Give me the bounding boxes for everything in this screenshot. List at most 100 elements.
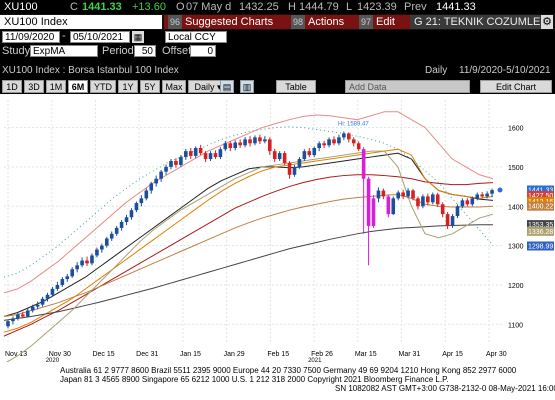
period-button-0[interactable]: 1D [2, 80, 22, 93]
x-tick-label: Apr 15 [442, 351, 463, 358]
candle-body [184, 151, 188, 158]
candle-body [272, 151, 277, 160]
candle-body [134, 203, 139, 211]
candle-body [85, 260, 89, 264]
ticker-label: XU100 [4, 1, 38, 13]
price-tag-label: 1427.50 [528, 193, 553, 200]
period-button-2[interactable]: 1M [46, 80, 66, 93]
candle-body [282, 153, 287, 163]
candle-body [30, 306, 35, 311]
settings-icon[interactable]: ⚙ [541, 15, 553, 29]
candle-body [327, 139, 331, 146]
candle-body [361, 149, 366, 179]
candle-body [243, 139, 247, 146]
edit-button[interactable]: 97 Edit [355, 15, 415, 29]
candle-body [460, 200, 465, 207]
candle-body [430, 194, 435, 203]
y-tick-label: 1400 [508, 204, 524, 211]
candle-body [228, 143, 233, 149]
line-icon[interactable]: ▥ [240, 80, 254, 93]
edit-label: Edit [376, 16, 395, 28]
candle-body [45, 294, 50, 299]
candle-body [267, 139, 272, 152]
table-button[interactable]: Table [276, 80, 316, 93]
add-data-input[interactable]: Add Data [345, 80, 470, 93]
candle-body [416, 198, 420, 207]
suggested-charts-button[interactable]: 96 Suggested Charts [164, 15, 292, 29]
calendar-icon[interactable]: ▦ [132, 31, 144, 43]
candle-body [297, 159, 302, 167]
candle-body [386, 196, 391, 215]
candle-body [277, 153, 282, 160]
x-tick-label: Dec 15 [92, 351, 114, 358]
offset-label: Offset [162, 45, 192, 57]
candle-body [258, 137, 262, 142]
indicator-line [3, 224, 493, 321]
page-title[interactable]: G 21: TEKNIK COZUMLEM... [410, 15, 546, 29]
price-chart[interactable]: 1100 1200 1300 1400 1500 1600 Nov 13 Nov 30 2020… [0, 94, 555, 365]
candle-body [238, 142, 242, 146]
indicator-line [3, 174, 494, 337]
period-button-1[interactable]: 3D [24, 80, 44, 93]
candle-body [263, 139, 267, 142]
offset-input[interactable]: 0 [190, 45, 216, 57]
open-price: 1432.25 [239, 1, 279, 13]
edit-chart-button[interactable]: Edit Chart [480, 80, 552, 93]
candle-body [440, 204, 445, 215]
x-tick-label: Dec 31 [136, 351, 158, 358]
price-tag [527, 201, 554, 211]
price-change: +13.60 [132, 1, 166, 13]
indicator-line [3, 193, 494, 317]
security-field[interactable]: XU100 Index [0, 15, 162, 29]
candle-body [465, 200, 470, 205]
start-date-field[interactable]: 11/09/2020 [2, 31, 60, 43]
zoom-icon[interactable]: ▤ [220, 80, 234, 93]
candle-body [174, 161, 178, 165]
low-price: 1423.39 [357, 1, 397, 13]
period-button-4[interactable]: YTD [90, 80, 116, 93]
year-label: 2020 [46, 358, 60, 362]
end-date-field[interactable]: 05/10/2021 [70, 31, 130, 43]
candle-body [149, 183, 154, 191]
y-tick-label: 1500 [508, 165, 524, 172]
price-tag [527, 196, 554, 206]
period-button-5[interactable]: 1Y [118, 80, 138, 93]
period-button-3[interactable]: 6M [68, 80, 88, 93]
period-input[interactable]: 50 [134, 45, 156, 57]
candle-body [50, 288, 55, 295]
last-price: 1441.33 [82, 1, 122, 13]
actions-button[interactable]: 98 Actions [287, 15, 360, 29]
x-tick-label: Mar 15 [355, 351, 377, 358]
candle-body [470, 198, 475, 205]
candle-body [347, 133, 351, 140]
candle-body [351, 139, 356, 144]
x-tick-label: Jan 15 [180, 351, 201, 358]
suggested-num: 96 [168, 15, 183, 29]
period-button-7[interactable]: Max [162, 80, 186, 93]
candle-body [60, 279, 65, 285]
x-tick-label: Jan 29 [224, 351, 245, 358]
candle-body [25, 310, 30, 317]
candle-body [80, 260, 84, 266]
candle-body [129, 210, 134, 218]
candle-body [411, 190, 415, 199]
period-button-6[interactable]: 5Y [140, 80, 160, 93]
candle-body [144, 190, 149, 199]
x-tick-label: Apr 30 [486, 351, 507, 358]
candle-body [332, 139, 336, 144]
candle-body [55, 284, 60, 289]
study-row: Study ExpMA Period 50 Offset 0 [0, 44, 555, 58]
candle-body [253, 137, 257, 144]
candle-body [104, 238, 109, 246]
candle-body [164, 166, 168, 172]
candle-body [426, 196, 430, 203]
study-select[interactable]: ExpMA [30, 45, 98, 57]
candle-body [312, 148, 317, 156]
candle-body [371, 198, 376, 226]
high-label: H [288, 1, 296, 13]
edit-chart-label: Edit Chart [495, 82, 537, 92]
candle-body [376, 190, 381, 199]
candle-body [203, 153, 208, 160]
currency-select[interactable]: Local CCY [165, 31, 227, 43]
low-label: L [346, 1, 353, 13]
